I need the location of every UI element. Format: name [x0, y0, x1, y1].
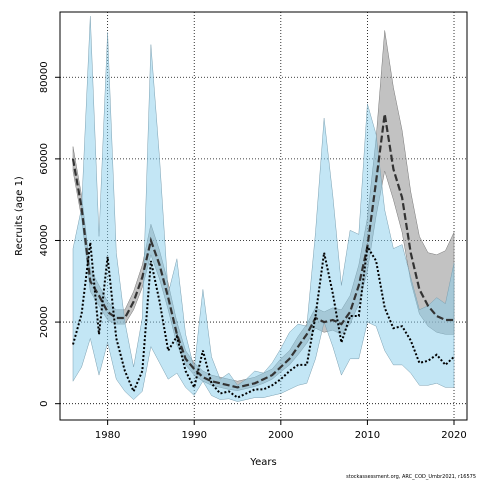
source-caption: stockassessment.org, ARC_COD_Umbr2021, r…: [346, 474, 476, 480]
series-line-blue-dotted: [72, 242, 455, 399]
confidence-band-blue-dotted: [72, 16, 455, 402]
y-tick-label: 60000: [39, 143, 50, 175]
plot-frame: [59, 11, 468, 421]
y-tick-label: 80000: [39, 61, 50, 93]
series-lines: [71, 113, 455, 399]
x-tick-label: 2000: [268, 430, 293, 441]
x-tick-label: 1980: [95, 430, 120, 441]
series-line-grey-dashed: [71, 113, 454, 389]
y-tick-label: 0: [39, 400, 50, 406]
y-tick-label: 40000: [39, 225, 50, 257]
confidence-bands: [72, 16, 455, 402]
y-tick-label: 20000: [39, 306, 50, 338]
x-tick-label: 1990: [181, 430, 206, 441]
x-tick-label: 2020: [441, 430, 466, 441]
y-axis-label: Recruits (age 1): [14, 176, 25, 256]
x-tick-label: 2010: [355, 430, 380, 441]
x-axis-label: Years: [249, 457, 276, 468]
